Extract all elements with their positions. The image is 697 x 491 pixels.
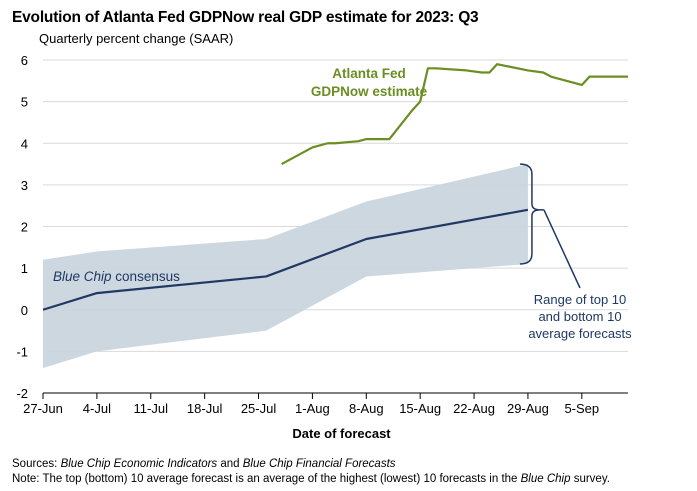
bluechip-annotation-italic: Blue Chip bbox=[53, 269, 112, 284]
x-tick-label: 8-Aug bbox=[349, 401, 384, 416]
bluechip-consensus-line bbox=[42, 208, 529, 311]
sources-title-1: Blue Chip Economic Indicators bbox=[60, 458, 218, 470]
x-tick-label: 18-Jul bbox=[187, 401, 223, 416]
gdpnow-annotation-line2: GDPNow estimate bbox=[311, 84, 428, 99]
x-axis-label-text: Date of forecast bbox=[292, 426, 391, 441]
range-annotation-line3: average forecasts bbox=[528, 326, 632, 341]
y-tick-label: 2 bbox=[21, 220, 28, 235]
bluechip-annotation-rest: consensus bbox=[112, 269, 181, 284]
chart-subtitle: Quarterly percent change (SAAR) bbox=[39, 31, 234, 46]
x-tick-label: 4-Jul bbox=[83, 401, 111, 416]
x-tick-label: 1-Aug bbox=[295, 401, 330, 416]
gdpnow-line bbox=[281, 63, 628, 166]
sources-title-2: Blue Chip Financial Forecasts bbox=[242, 458, 396, 470]
note-label: Note: bbox=[12, 473, 43, 485]
x-tick-label: 11-Jul bbox=[134, 401, 169, 416]
x-tick-label: 5-Sep bbox=[564, 401, 599, 416]
sources-line: Sources: Blue Chip Economic Indicators a… bbox=[12, 458, 396, 470]
y-tick-label: -1 bbox=[16, 344, 28, 359]
range-band bbox=[43, 164, 528, 369]
y-tick-label: 6 bbox=[21, 53, 28, 68]
note-text-1: The top (bottom) 10 average forecast is … bbox=[42, 473, 521, 485]
range-callout-line bbox=[543, 209, 581, 289]
chart-title: Evolution of Atlanta Fed GDPNow real GDP… bbox=[12, 9, 479, 26]
note-line: Note: The top (bottom) 10 average foreca… bbox=[12, 473, 610, 485]
x-tick-label: 29-Aug bbox=[507, 401, 549, 416]
y-tick-label: -2 bbox=[16, 386, 28, 401]
sources-label: Sources: bbox=[12, 458, 61, 470]
note-text-2: survey. bbox=[570, 473, 610, 485]
gdpnow-annotation-line1: Atlanta Fed bbox=[332, 66, 406, 81]
x-tick-label: 15-Aug bbox=[399, 401, 441, 416]
y-tick-label: 4 bbox=[21, 136, 28, 151]
bluechip-annotation: Blue Chip consensus bbox=[53, 269, 180, 284]
y-tick-label: 5 bbox=[21, 95, 28, 110]
x-tick-label: 27-Jun bbox=[23, 401, 63, 416]
note-title: Blue Chip bbox=[520, 473, 571, 485]
x-tick-label: 22-Aug bbox=[453, 401, 495, 416]
y-tick-label: 1 bbox=[21, 261, 28, 276]
x-tick-label: 25-Jul bbox=[241, 401, 277, 416]
x-axis-label: Date of forecast bbox=[0, 426, 697, 441]
range-annotation-line1: Range of top 10 bbox=[534, 292, 627, 307]
y-tick-label: 3 bbox=[21, 178, 28, 193]
sources-and: and bbox=[217, 458, 243, 470]
y-tick-label: 0 bbox=[21, 303, 28, 318]
range-annotation-line2: and bottom 10 bbox=[538, 309, 621, 324]
range-bracket bbox=[519, 163, 540, 265]
